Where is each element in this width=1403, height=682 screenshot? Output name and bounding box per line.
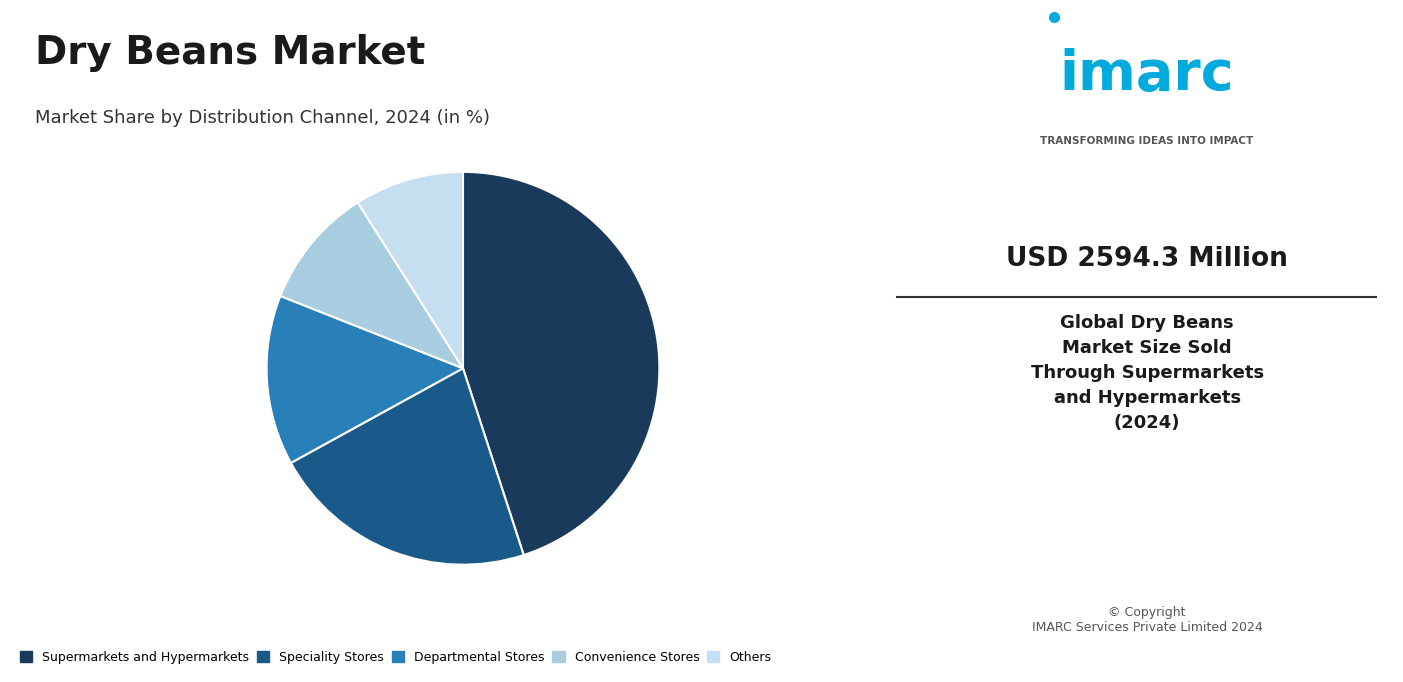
Wedge shape [290, 368, 523, 565]
Text: USD 2594.3 Million: USD 2594.3 Million [1006, 246, 1288, 271]
Wedge shape [281, 203, 463, 368]
Text: imarc: imarc [1059, 48, 1235, 102]
Legend: Supermarkets and Hypermarkets, Speciality Stores, Departmental Stores, Convenien: Supermarkets and Hypermarkets, Specialit… [15, 646, 776, 669]
Wedge shape [358, 172, 463, 368]
Text: © Copyright
IMARC Services Private Limited 2024: © Copyright IMARC Services Private Limit… [1031, 606, 1263, 634]
Text: Global Dry Beans
Market Size Sold
Through Supermarkets
and Hypermarkets
(2024): Global Dry Beans Market Size Sold Throug… [1031, 314, 1264, 432]
Wedge shape [267, 296, 463, 463]
Text: Market Share by Distribution Channel, 2024 (in %): Market Share by Distribution Channel, 20… [35, 109, 490, 127]
Text: Dry Beans Market: Dry Beans Market [35, 34, 425, 72]
Wedge shape [463, 172, 659, 555]
Text: TRANSFORMING IDEAS INTO IMPACT: TRANSFORMING IDEAS INTO IMPACT [1041, 136, 1254, 147]
